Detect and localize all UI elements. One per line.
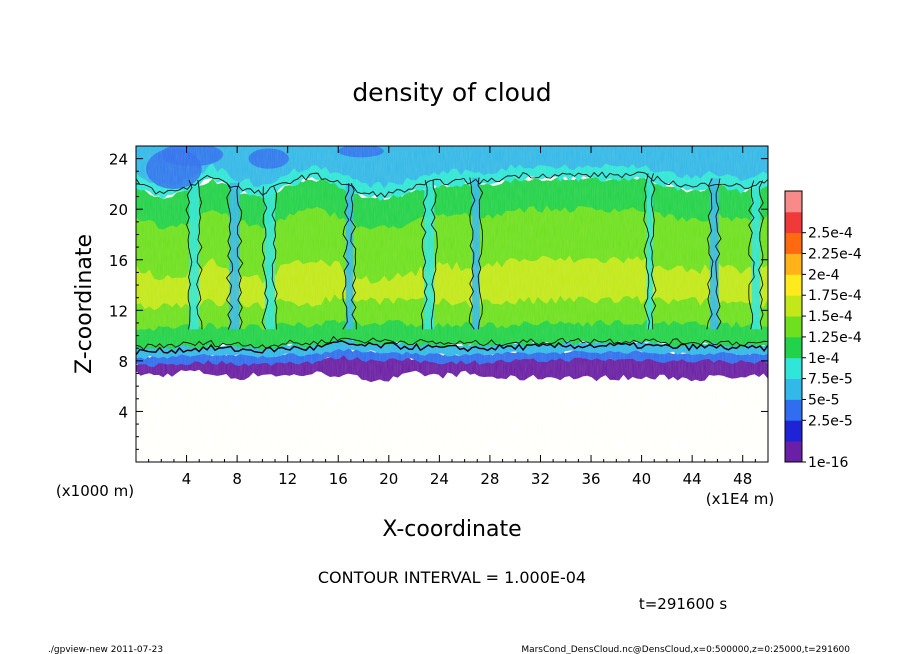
contour-gap-line <box>649 173 657 330</box>
footer-left: ./gpview-new 2011-07-23 <box>48 645 163 654</box>
y-tick-label: 8 <box>118 353 128 371</box>
colorbar-segment <box>785 420 802 442</box>
contour-gap-line <box>430 180 438 330</box>
y-tick-label: 20 <box>109 201 128 219</box>
x-tick-label: 48 <box>733 470 752 488</box>
contour-gap-line <box>420 179 428 330</box>
x-tick-label: 20 <box>379 470 398 488</box>
contour-gap-line <box>748 180 755 330</box>
x-tick-label: 36 <box>581 470 600 488</box>
contour-gap-line <box>185 179 193 330</box>
contour-gap-line <box>477 177 484 330</box>
colorbar-label: 2.5e-5 <box>808 413 853 429</box>
contour-gap-line <box>225 182 234 330</box>
contour-lines <box>136 171 768 356</box>
x-tick-label: 32 <box>531 470 550 488</box>
colorbar-label: 2e-4 <box>808 267 840 283</box>
colorbar-label: 1e-16 <box>808 455 848 471</box>
contour-gap-line <box>715 178 722 330</box>
x-tick-label: 24 <box>430 470 449 488</box>
contour-gap-line <box>706 178 714 330</box>
contour-interval-text: CONTOUR INTERVAL = 1.000E-04 <box>318 568 586 587</box>
chart-title: density of cloud <box>352 78 551 107</box>
x-tick-label: 12 <box>278 470 297 488</box>
x-tick-label: 28 <box>480 470 499 488</box>
colorbar-segment <box>785 316 802 338</box>
contour-gap-line <box>468 177 476 330</box>
colorbar: 1e-16 2.5e-5 5e-5 7.5e-5 1e-4 1.25e-4 1.5e-4 1.… <box>784 190 862 471</box>
colorbar-label: 2.25e-4 <box>808 247 862 263</box>
x-tick-label: 16 <box>329 470 348 488</box>
contour-gap-line <box>196 180 203 330</box>
contour-gap-line <box>758 180 764 330</box>
contour-gap-line <box>236 182 244 330</box>
y-axis-label: Z-coordinate <box>72 234 97 374</box>
y-unit-label: (x1000 m) <box>56 482 134 500</box>
colorbar-segment <box>785 378 802 400</box>
colorbar-label: 5e-5 <box>808 393 839 409</box>
contour-gap-line <box>271 186 278 330</box>
colorbar-label: 2.5e-4 <box>808 226 853 242</box>
colorbar-label: 1.5e-4 <box>808 309 853 325</box>
x-unit-label: (x1E4 m) <box>706 490 775 508</box>
x-tick-label: 8 <box>232 470 242 488</box>
colorbar-segment <box>785 211 802 234</box>
colorbar-segment <box>785 441 802 463</box>
contour-gap-line <box>342 183 350 330</box>
x-tick-label: 44 <box>683 470 702 488</box>
time-label: t=291600 s <box>639 595 727 613</box>
colorbar-label: 1.25e-4 <box>808 330 862 346</box>
contour-base-line <box>136 340 768 356</box>
contour-base-line-2 <box>136 335 768 351</box>
x-axis-label: X-coordinate <box>382 517 521 542</box>
colorbar-label: 7.5e-5 <box>808 372 853 388</box>
x-tick-label: 40 <box>632 470 651 488</box>
colorbar-label: 1e-4 <box>808 351 840 367</box>
y-axis: 4 8 12 16 20 24 <box>109 151 768 450</box>
colorbar-segment <box>785 295 802 317</box>
colorbar-segment <box>785 253 802 275</box>
colorbar-segment <box>785 399 802 421</box>
y-tick-label: 4 <box>118 403 128 421</box>
contour-gap-line <box>261 186 269 330</box>
x-tick-label: 4 <box>182 470 192 488</box>
footer-right: MarsCond_DensCloud.nc@DensCloud,x=0:5000… <box>521 645 850 654</box>
colorbar-segment <box>785 336 802 359</box>
colorbar-frame <box>784 190 803 463</box>
colorbar-segment <box>785 191 802 213</box>
colorbar-segment <box>785 232 802 254</box>
plot-area <box>136 146 768 462</box>
y-tick-label: 16 <box>109 252 128 270</box>
contour-gap-line <box>643 173 650 330</box>
contour-top-line <box>136 171 768 198</box>
colorbar-segment <box>785 357 802 380</box>
colorbar-label: 1.75e-4 <box>808 288 862 304</box>
colorbar-segment <box>785 274 802 296</box>
x-axis: 4 8 12 16 20 24 28 32 36 40 44 48 <box>148 146 756 488</box>
y-tick-label: 12 <box>109 302 128 320</box>
y-tick-label: 24 <box>109 151 128 169</box>
contour-gap-line <box>350 183 357 330</box>
